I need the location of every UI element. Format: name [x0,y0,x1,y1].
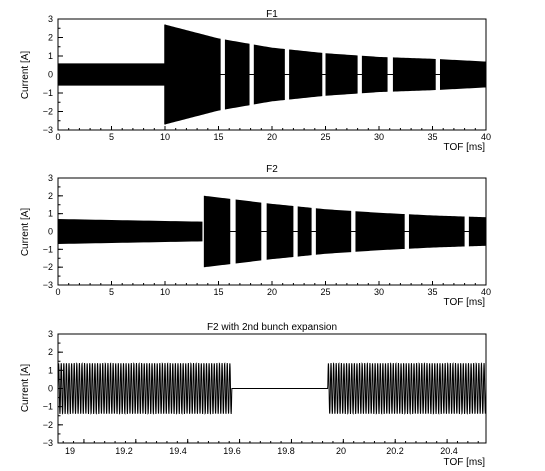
x-tick-label: 20 [267,287,277,297]
x-tick-label: 19.8 [277,446,295,456]
x-tick-label: 0 [55,132,60,142]
x-axis-label: TOF [ms] [444,142,486,153]
x-tick-label: 15 [213,287,223,297]
y-tick-label: 1 [48,365,53,375]
y-axis-label: Current [A] [20,208,31,257]
y-tick-label: −3 [43,280,53,290]
panel-title: F1 [266,9,278,20]
waveform [58,195,486,268]
x-tick-label: 5 [109,132,114,142]
y-tick-labels: −3 −2 −1 0 1 2 3 [43,14,53,135]
x-tick-label: 40 [481,287,491,297]
y-tick-label: −1 [43,88,53,98]
x-tick-label: 35 [427,287,437,297]
y-tick-label: −3 [43,125,53,135]
x-tick-label: 10 [160,287,170,297]
y-tick-labels: −3 −2 −1 0 1 2 3 [43,173,53,290]
x-tick-labels: 0 5 10 15 20 25 30 35 40 [55,287,491,297]
waveform-block-pre-injection [58,63,165,86]
x-tick-label: 25 [320,287,330,297]
x-axis-label: TOF [ms] [444,297,486,308]
y-tick-label: −1 [43,244,53,254]
x-tick-label: 20 [267,132,277,142]
x-tick-label: 20 [336,446,346,456]
x-tick-label: 40 [481,132,491,142]
y-axis-label: Current [A] [20,364,31,413]
waveform [58,24,486,125]
waveform-line [57,362,487,415]
y-tick-labels: −3 −2 −1 0 1 2 3 [43,329,53,448]
panel-f1: F1 Current [A] TOF [ms] 0 5 10 15 20 25 … [20,9,491,153]
x-tick-label: 35 [427,132,437,142]
x-tick-label: 30 [374,132,384,142]
y-tick-label: −2 [43,262,53,272]
x-tick-labels: 19 19.2 19.4 19.6 19.8 20 20.2 20.4 [65,446,458,456]
y-tick-label: 3 [48,173,53,183]
y-tick-label: −2 [43,107,53,117]
x-tick-labels: 0 5 10 15 20 25 30 35 40 [55,132,491,142]
x-tick-label: 0 [55,287,60,297]
y-tick-label: 0 [48,227,53,237]
x-tick-label: 19.4 [169,446,187,456]
x-tick-label: 19.2 [115,446,133,456]
y-tick-label: 2 [48,33,53,43]
y-tick-label: 2 [48,191,53,201]
axis-ticks [58,333,479,444]
panel-title: F2 with 2nd bunch expansion [207,322,337,333]
y-tick-label: −1 [43,402,53,412]
plot-area [57,177,487,286]
x-tick-label: 20.4 [440,446,458,456]
y-tick-label: 3 [48,14,53,24]
x-tick-label: 30 [374,287,384,297]
y-tick-label: 2 [48,347,53,357]
axis-ticks [57,177,487,286]
x-tick-label: 10 [160,132,170,142]
x-tick-label: 5 [109,287,114,297]
y-tick-label: 0 [48,384,53,394]
x-axis-label: TOF [ms] [444,457,486,468]
panel-f2: F2 Current [A] TOF [ms] 0 5 10 15 20 25 … [20,164,491,308]
axis-ticks [57,18,487,131]
y-tick-label: 0 [48,70,53,80]
plot-area [57,333,487,444]
y-tick-label: 1 [48,209,53,219]
x-tick-label: 20.2 [386,446,404,456]
panel-title: F2 [266,164,278,175]
y-tick-label: −2 [43,420,53,430]
x-tick-label: 25 [320,132,330,142]
waveform-block-pre-injection [58,219,203,244]
y-tick-label: 1 [48,51,53,61]
y-tick-label: 3 [48,329,53,339]
panel-f2-bunch-expansion: F2 with 2nd bunch expansion Current [A] … [20,322,487,468]
y-axis-label: Current [A] [20,51,31,100]
x-tick-label: 15 [213,132,223,142]
waveform [57,362,487,415]
x-tick-label: 19 [65,446,75,456]
y-tick-label: −3 [43,438,53,448]
x-tick-label: 19.6 [223,446,241,456]
plot-area [57,18,487,131]
